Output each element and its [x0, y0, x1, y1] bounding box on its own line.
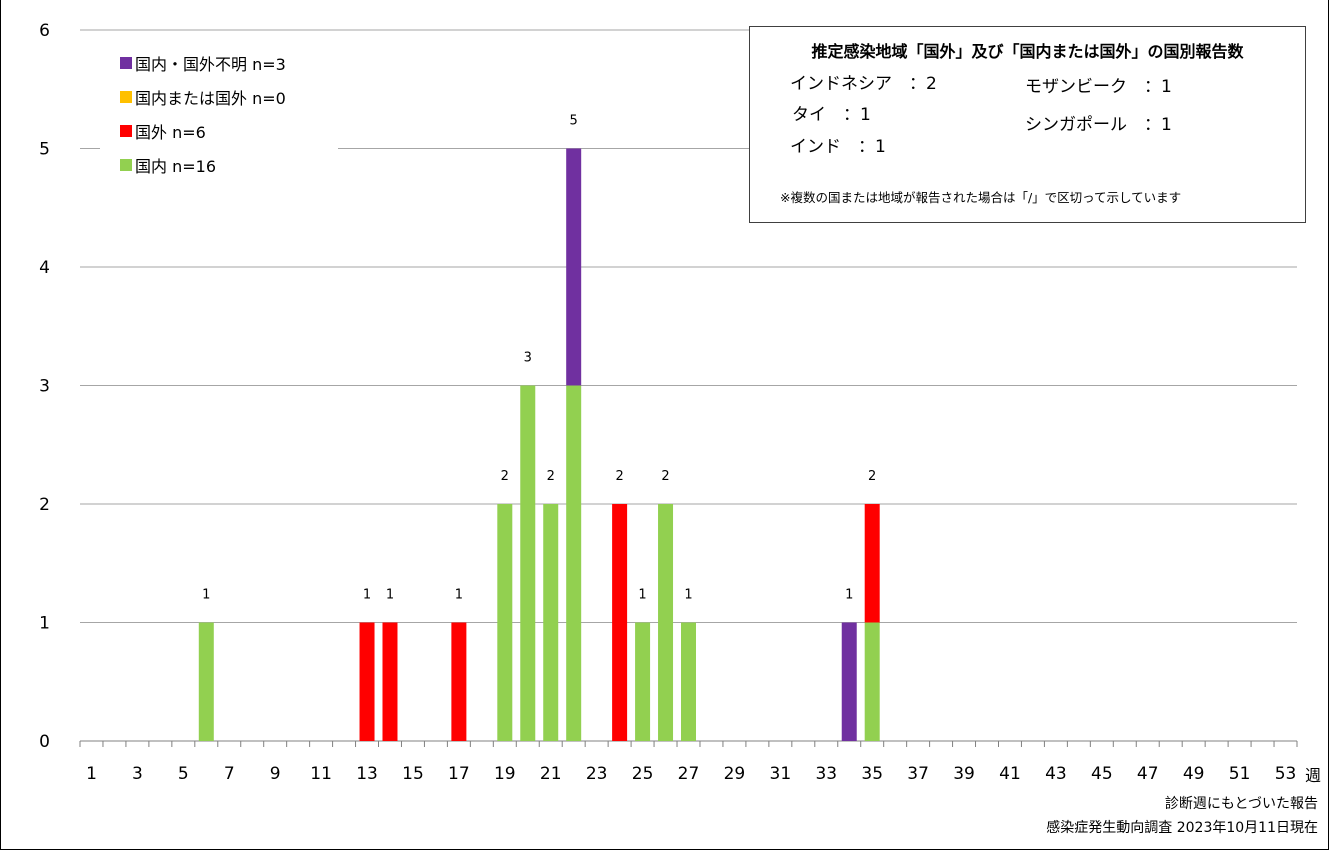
- y-tick-label: 1: [39, 614, 50, 634]
- bar-total-label: 1: [386, 588, 394, 603]
- bar-segment: [841, 622, 857, 741]
- footer-note: 診断週にもとづいた報告: [1164, 796, 1318, 812]
- bar-segment: [497, 504, 513, 741]
- y-tick-label: 6: [39, 21, 50, 41]
- y-tick-label: 0: [39, 732, 50, 752]
- x-tick-label: 15: [402, 764, 424, 784]
- y-tick-label: 4: [39, 258, 50, 278]
- bar-segment: [864, 622, 880, 741]
- x-tick-label: 1: [86, 764, 97, 784]
- info-box-note: ※複数の国または地域が報告された場合は「/」で区切って示しています: [780, 190, 1182, 205]
- legend-item: 国内 n=16: [120, 154, 216, 176]
- legend-item: 国外 n=6: [120, 120, 206, 142]
- x-tick-label: 53: [1275, 764, 1297, 784]
- bar-total-label: 2: [868, 469, 876, 484]
- x-tick-label: 13: [356, 764, 378, 784]
- bar-segment: [451, 622, 467, 741]
- bar-segment: [864, 504, 880, 623]
- legend-label: 国内または国外 n=0: [135, 89, 286, 108]
- bar-segment: [635, 622, 651, 741]
- country-count: シンガポール ：1: [1025, 115, 1172, 135]
- x-tick-label: 47: [1137, 764, 1159, 784]
- x-tick-label: 41: [999, 764, 1021, 784]
- legend-label: 国内 n=16: [135, 157, 216, 176]
- bar-total-label: 1: [455, 588, 463, 603]
- x-tick-label: 33: [815, 764, 837, 784]
- legend-item: 国内・国外不明 n=3: [120, 52, 286, 74]
- x-tick-label: 29: [724, 764, 746, 784]
- x-tick-label: 31: [770, 764, 792, 784]
- country-count: インドネシア ：2: [790, 74, 937, 94]
- y-tick-label: 3: [39, 377, 50, 397]
- legend-swatch: [120, 57, 132, 69]
- bar-total-label: 2: [615, 469, 623, 484]
- x-tick-label: 25: [632, 764, 654, 784]
- country-info-box: 推定感染地域「国外」及び「国内または国外」の国別報告数 インドネシア ：2 タイ…: [749, 26, 1306, 223]
- x-tick-label: 9: [270, 764, 281, 784]
- legend-swatch: [120, 159, 132, 171]
- bar-segment: [198, 622, 214, 741]
- bar-segment: [543, 504, 559, 741]
- bar-total-label: 1: [202, 588, 210, 603]
- x-tick-label: 5: [178, 764, 189, 784]
- x-tick-label: 11: [310, 764, 332, 784]
- x-tick-label: 49: [1183, 764, 1205, 784]
- bar-total-label: 2: [547, 469, 555, 484]
- legend-label: 国内・国外不明 n=3: [135, 55, 286, 74]
- info-box-title: 推定感染地域「国外」及び「国内または国外」の国別報告数: [811, 42, 1244, 61]
- legend: 国内・国外不明 n=3 国内または国外 n=0 国外 n=6 国内 n=16: [100, 44, 338, 176]
- x-tick-label: 43: [1045, 764, 1067, 784]
- bar-total-label: 3: [524, 351, 532, 366]
- x-tick-label: 3: [132, 764, 143, 784]
- bar-segment: [566, 148, 582, 386]
- y-tick-label: 5: [39, 140, 50, 160]
- country-count: モザンビーク ：1: [1025, 77, 1172, 97]
- bar-segment: [658, 504, 674, 741]
- x-tick-label: 27: [678, 764, 700, 784]
- x-tick-label: 21: [540, 764, 562, 784]
- bar-total-label: 2: [501, 469, 509, 484]
- x-tick-label: 37: [907, 764, 929, 784]
- x-axis-label: 週: [1305, 766, 1321, 785]
- bar-segment: [612, 504, 628, 741]
- bar-segment: [681, 622, 696, 741]
- legend-swatch: [120, 125, 132, 137]
- x-tick-label: 51: [1229, 764, 1251, 784]
- country-count: タイ ：1: [792, 105, 871, 125]
- legend-item: 国内または国外 n=0: [120, 86, 286, 108]
- x-tick-label: 19: [494, 764, 516, 784]
- x-tick-label: 17: [448, 764, 470, 784]
- bar-segment: [566, 385, 582, 741]
- bar-segment: [520, 385, 536, 741]
- bar-segment: [382, 622, 398, 741]
- bar-total-label: 2: [661, 469, 669, 484]
- bar-segment: [359, 622, 375, 741]
- x-tick-label: 35: [861, 764, 883, 784]
- bar-total-label: 5: [570, 114, 578, 129]
- legend-label: 国外 n=6: [135, 123, 206, 142]
- bar-total-label: 1: [845, 588, 853, 603]
- x-tick-label: 45: [1091, 764, 1113, 784]
- country-count: インド ：1: [790, 137, 886, 157]
- legend-swatch: [120, 91, 132, 103]
- x-tick-label: 23: [586, 764, 608, 784]
- bar-total-label: 1: [684, 588, 692, 603]
- bar-total-label: 1: [363, 588, 371, 603]
- y-tick-label: 2: [39, 495, 50, 515]
- bar-total-label: 1: [638, 588, 646, 603]
- x-tick-label: 7: [224, 764, 235, 784]
- footer-source: 感染症発生動向調査 2023年10月11日現在: [1046, 820, 1318, 836]
- x-tick-label: 39: [953, 764, 975, 784]
